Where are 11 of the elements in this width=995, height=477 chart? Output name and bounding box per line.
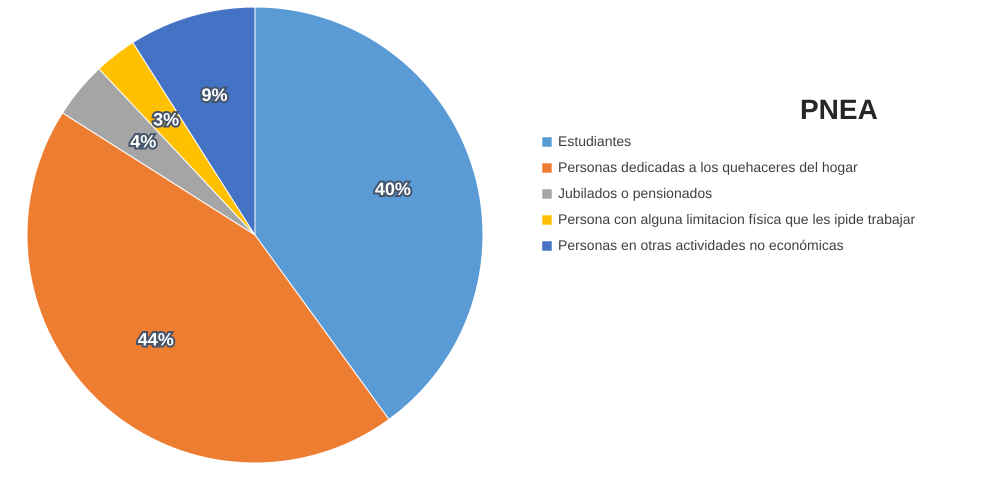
text: PNEA: [800, 94, 878, 125]
legend-label: Personas en otras actividades no económicas: [558, 237, 844, 253]
data-label: 3%: [153, 109, 180, 130]
legend-label: Persona con alguna limitacion física que les ipide trabajar: [558, 211, 916, 227]
data-label: 44%: [138, 330, 174, 350]
data-label: 9%: [202, 84, 228, 105]
legend-label: Jubilados o pensionados: [558, 185, 712, 201]
legend-label: Estudiantes: [558, 133, 632, 149]
legend-label: Personas dedicadas a los quehaceres del hogar: [558, 159, 858, 175]
data-label: 40%: [374, 179, 411, 200]
data-label: 4%: [130, 132, 156, 152]
